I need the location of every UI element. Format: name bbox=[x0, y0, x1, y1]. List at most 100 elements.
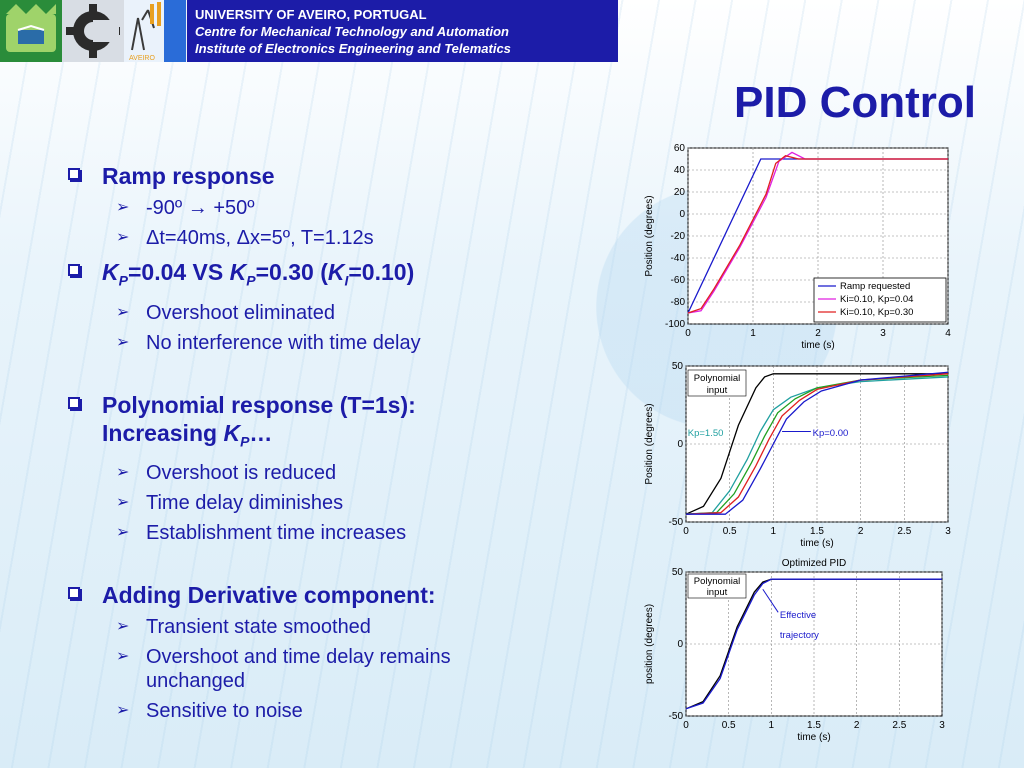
sub-bullet: ➢ Time delay diminishes bbox=[116, 492, 344, 515]
y-tick-label: -50 bbox=[669, 711, 684, 722]
sub-bullet: ➢ Δt=40ms, Δx=5º, T=1.12s bbox=[116, 227, 374, 249]
sub-bullet: ➢ No interference with time delay bbox=[116, 331, 421, 354]
annotation-text: input bbox=[707, 587, 728, 598]
x-tick-label: 0 bbox=[683, 526, 689, 537]
x-tick-label: 1 bbox=[750, 328, 756, 339]
x-axis-label: time (s) bbox=[801, 340, 834, 351]
sub-bullet: ➢ Establishment time increases bbox=[116, 522, 407, 545]
y-tick-label: -20 bbox=[671, 231, 686, 242]
legend-label: Ki=0.10, Kp=0.04 bbox=[840, 294, 913, 305]
y-tick-label: 50 bbox=[672, 567, 684, 578]
arrow-bullet-icon: ➢ bbox=[116, 494, 130, 512]
series-line bbox=[687, 154, 948, 314]
x-tick-label: 3 bbox=[939, 720, 945, 731]
series-line bbox=[687, 151, 948, 314]
arrow-bullet-icon: ➢ bbox=[116, 702, 130, 720]
x-axis-label: time (s) bbox=[800, 538, 833, 549]
bullet-kp-comparison: KP=0.04 VS KP=0.30 (KI=0.10) bbox=[62, 258, 582, 295]
annotation-text: Polynomial bbox=[694, 373, 740, 384]
sub-bullet: ➢ Overshoot is reduced bbox=[116, 462, 337, 485]
x-tick-label: 2 bbox=[858, 526, 864, 537]
annotation-text: Kp=0.00 bbox=[813, 428, 849, 439]
svg-text:AVEIRO: AVEIRO bbox=[129, 55, 155, 62]
gear-logo-icon bbox=[62, 0, 124, 62]
header-banner: UNIVERSITY OF AVEIRO, PORTUGAL Centre fo… bbox=[187, 0, 618, 62]
sub-bullet: ➢ Overshoot eliminated bbox=[116, 301, 335, 324]
chart-title: Optimized PID bbox=[782, 558, 846, 569]
logo-strip: AVEIRO bbox=[0, 0, 187, 62]
y-axis-label: Position (degrees) bbox=[644, 403, 655, 484]
bullet-derivative-component: Adding Derivative component: bbox=[62, 581, 582, 609]
checkbox-bullet-icon bbox=[68, 264, 80, 276]
x-tick-label: 0 bbox=[685, 328, 691, 339]
bullet-polynomial-response: Polynomial response (T=1s): Increasing K… bbox=[62, 391, 582, 456]
x-tick-label: 2 bbox=[854, 720, 860, 731]
legend-label: Ramp requested bbox=[840, 281, 910, 292]
university-logo-icon bbox=[0, 0, 62, 62]
series-line bbox=[685, 374, 949, 515]
x-tick-label: 1 bbox=[769, 720, 775, 731]
sub-bullet: ➢ Overshoot and time delay remains unchang… bbox=[116, 646, 451, 693]
annotation-text: Kp=1.50 bbox=[688, 428, 724, 439]
header: AVEIRO UNIVERSITY OF AVEIRO, PORTUGAL Ce… bbox=[0, 0, 618, 62]
y-tick-label: 0 bbox=[679, 209, 685, 220]
slide-title: PID Control bbox=[734, 78, 976, 127]
arrow-bullet-icon: ➢ bbox=[116, 333, 130, 351]
annotation-text: Effective bbox=[780, 610, 816, 621]
arrow-bullet-icon: ➢ bbox=[116, 199, 130, 216]
header-line-1: UNIVERSITY OF AVEIRO, PORTUGAL bbox=[195, 7, 427, 22]
x-tick-label: 1.5 bbox=[807, 720, 821, 731]
y-tick-label: 60 bbox=[674, 143, 686, 154]
annotation-box bbox=[687, 573, 747, 599]
y-tick-label: 20 bbox=[674, 187, 686, 198]
y-axis-label: position (degrees) bbox=[644, 604, 655, 684]
header-line-3: Institute of Electronics Engineering and… bbox=[195, 41, 511, 56]
arrow-bullet-icon: ➢ bbox=[116, 648, 130, 666]
header-line-2: Centre for Mechanical Technology and Aut… bbox=[195, 24, 509, 39]
y-axis-label: Position (degrees) bbox=[644, 195, 655, 276]
annotation-box bbox=[687, 369, 747, 397]
y-tick-label: 0 bbox=[677, 439, 683, 450]
bullet-list: Ramp response ➢ -90º → +50º ➢ Δt=40ms, Δx=… bbox=[62, 162, 582, 723]
checkbox-bullet-icon bbox=[68, 168, 80, 180]
arrow-bullet-icon: ➢ bbox=[116, 524, 130, 542]
y-tick-label: -80 bbox=[671, 297, 686, 308]
sub-bullet: ➢ Transient state smoothed bbox=[116, 616, 371, 639]
annotation-arrow bbox=[762, 589, 779, 613]
y-tick-label: 40 bbox=[674, 165, 686, 176]
electronics-logo-icon: AVEIRO bbox=[124, 0, 186, 62]
x-tick-label: 3 bbox=[880, 328, 886, 339]
series-line bbox=[686, 371, 949, 515]
x-tick-label: 2.5 bbox=[897, 526, 911, 537]
annotation-text: input bbox=[707, 385, 728, 396]
annotation-text: trajectory bbox=[780, 630, 819, 641]
y-tick-label: -60 bbox=[671, 275, 686, 286]
ramp-response-chart: 0 1 2 3 4 60 40 20 0 -20 -40 -60 -80 -100 time (s) Posi… bbox=[644, 143, 951, 351]
x-tick-label: 1 bbox=[771, 526, 777, 537]
x-tick-label: 1.5 bbox=[810, 526, 824, 537]
arrow-bullet-icon: ➢ bbox=[116, 303, 130, 321]
legend-label: Ki=0.10, Kp=0.30 bbox=[840, 307, 913, 318]
x-tick-label: 2 bbox=[815, 328, 821, 339]
y-tick-label: -40 bbox=[671, 253, 686, 264]
arrow-bullet-icon: ➢ bbox=[116, 618, 130, 636]
annotation-text: Polynomial bbox=[694, 576, 740, 587]
x-tick-label: 3 bbox=[945, 526, 951, 537]
x-tick-label: 0 bbox=[683, 720, 689, 731]
series-line bbox=[685, 373, 948, 515]
y-tick-label: -100 bbox=[665, 319, 685, 330]
legend-box bbox=[813, 277, 947, 323]
x-tick-label: 0.5 bbox=[722, 720, 736, 731]
x-tick-label: 0.5 bbox=[723, 526, 737, 537]
x-axis-label: time (s) bbox=[797, 732, 830, 743]
x-tick-label: 4 bbox=[945, 328, 951, 339]
arrow-bullet-icon: ➢ bbox=[116, 464, 130, 482]
sub-bullet: ➢ Sensitive to noise bbox=[116, 700, 303, 723]
sub-bullet: ➢ -90º → +50º bbox=[116, 197, 255, 219]
checkbox-bullet-icon bbox=[68, 587, 80, 600]
x-tick-label: 2.5 bbox=[892, 720, 906, 731]
series-line bbox=[685, 578, 942, 710]
y-tick-label: -50 bbox=[669, 517, 684, 528]
